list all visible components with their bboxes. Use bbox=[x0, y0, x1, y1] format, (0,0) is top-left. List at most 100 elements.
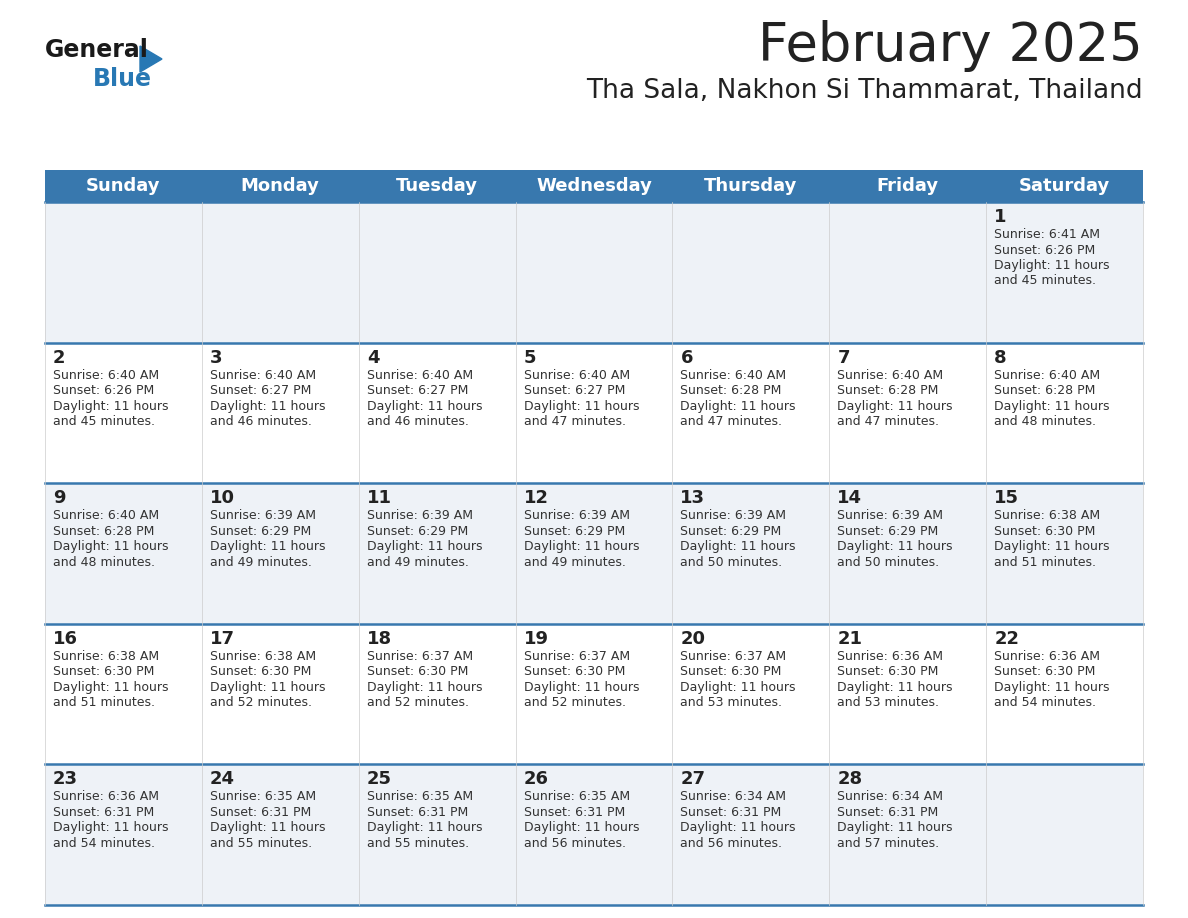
Text: Daylight: 11 hours: Daylight: 11 hours bbox=[681, 822, 796, 834]
Text: Sunset: 6:31 PM: Sunset: 6:31 PM bbox=[524, 806, 625, 819]
Text: and 49 minutes.: and 49 minutes. bbox=[210, 555, 311, 568]
Text: and 48 minutes.: and 48 minutes. bbox=[994, 415, 1097, 428]
Text: Sunrise: 6:38 AM: Sunrise: 6:38 AM bbox=[53, 650, 159, 663]
Text: Sunset: 6:29 PM: Sunset: 6:29 PM bbox=[367, 525, 468, 538]
Text: Sunset: 6:28 PM: Sunset: 6:28 PM bbox=[53, 525, 154, 538]
Bar bbox=[202, 170, 359, 202]
Text: Sunset: 6:31 PM: Sunset: 6:31 PM bbox=[838, 806, 939, 819]
Text: Sunrise: 6:40 AM: Sunrise: 6:40 AM bbox=[367, 369, 473, 382]
Bar bbox=[986, 170, 1143, 202]
Text: Sunset: 6:31 PM: Sunset: 6:31 PM bbox=[210, 806, 311, 819]
Text: Sunset: 6:30 PM: Sunset: 6:30 PM bbox=[994, 666, 1095, 678]
Text: Sunrise: 6:35 AM: Sunrise: 6:35 AM bbox=[210, 790, 316, 803]
Text: Daylight: 11 hours: Daylight: 11 hours bbox=[838, 399, 953, 412]
Text: Daylight: 11 hours: Daylight: 11 hours bbox=[53, 681, 169, 694]
Text: Sunrise: 6:39 AM: Sunrise: 6:39 AM bbox=[524, 509, 630, 522]
Text: 15: 15 bbox=[994, 489, 1019, 508]
Text: Daylight: 11 hours: Daylight: 11 hours bbox=[994, 681, 1110, 694]
Text: 24: 24 bbox=[210, 770, 235, 789]
Text: General: General bbox=[45, 38, 148, 62]
Text: Sunrise: 6:37 AM: Sunrise: 6:37 AM bbox=[367, 650, 473, 663]
Text: Thursday: Thursday bbox=[704, 177, 797, 195]
Text: Daylight: 11 hours: Daylight: 11 hours bbox=[367, 540, 482, 554]
Text: 25: 25 bbox=[367, 770, 392, 789]
Text: Sunset: 6:31 PM: Sunset: 6:31 PM bbox=[681, 806, 782, 819]
Text: Daylight: 11 hours: Daylight: 11 hours bbox=[210, 822, 326, 834]
Text: and 54 minutes.: and 54 minutes. bbox=[53, 837, 154, 850]
Text: Wednesday: Wednesday bbox=[536, 177, 652, 195]
Text: and 52 minutes.: and 52 minutes. bbox=[524, 696, 626, 710]
Bar bbox=[829, 170, 986, 202]
Text: Sunrise: 6:40 AM: Sunrise: 6:40 AM bbox=[53, 369, 159, 382]
Text: Daylight: 11 hours: Daylight: 11 hours bbox=[524, 399, 639, 412]
Text: Sunset: 6:27 PM: Sunset: 6:27 PM bbox=[367, 384, 468, 397]
Text: Daylight: 11 hours: Daylight: 11 hours bbox=[210, 399, 326, 412]
Text: and 53 minutes.: and 53 minutes. bbox=[681, 696, 783, 710]
Text: February 2025: February 2025 bbox=[758, 20, 1143, 72]
Text: Sunset: 6:30 PM: Sunset: 6:30 PM bbox=[838, 666, 939, 678]
Text: Sunrise: 6:40 AM: Sunrise: 6:40 AM bbox=[838, 369, 943, 382]
Text: 9: 9 bbox=[53, 489, 65, 508]
Text: Sunset: 6:30 PM: Sunset: 6:30 PM bbox=[994, 525, 1095, 538]
Text: Sunset: 6:30 PM: Sunset: 6:30 PM bbox=[681, 666, 782, 678]
Text: Sunset: 6:28 PM: Sunset: 6:28 PM bbox=[681, 384, 782, 397]
Text: 11: 11 bbox=[367, 489, 392, 508]
Text: Daylight: 11 hours: Daylight: 11 hours bbox=[524, 540, 639, 554]
Text: Daylight: 11 hours: Daylight: 11 hours bbox=[53, 399, 169, 412]
Text: 14: 14 bbox=[838, 489, 862, 508]
Text: Sunrise: 6:40 AM: Sunrise: 6:40 AM bbox=[210, 369, 316, 382]
Text: Daylight: 11 hours: Daylight: 11 hours bbox=[53, 822, 169, 834]
Text: Daylight: 11 hours: Daylight: 11 hours bbox=[210, 540, 326, 554]
Text: Daylight: 11 hours: Daylight: 11 hours bbox=[838, 540, 953, 554]
Text: Monday: Monday bbox=[241, 177, 320, 195]
Text: Sunday: Sunday bbox=[87, 177, 160, 195]
Text: Sunrise: 6:40 AM: Sunrise: 6:40 AM bbox=[53, 509, 159, 522]
Text: Sunrise: 6:34 AM: Sunrise: 6:34 AM bbox=[681, 790, 786, 803]
Text: Daylight: 11 hours: Daylight: 11 hours bbox=[367, 681, 482, 694]
Text: 19: 19 bbox=[524, 630, 549, 648]
Text: Sunset: 6:30 PM: Sunset: 6:30 PM bbox=[367, 666, 468, 678]
Text: Blue: Blue bbox=[93, 67, 152, 91]
Text: 3: 3 bbox=[210, 349, 222, 366]
Text: and 45 minutes.: and 45 minutes. bbox=[53, 415, 154, 428]
Text: Daylight: 11 hours: Daylight: 11 hours bbox=[524, 681, 639, 694]
Text: Sunrise: 6:40 AM: Sunrise: 6:40 AM bbox=[524, 369, 630, 382]
Text: and 47 minutes.: and 47 minutes. bbox=[838, 415, 940, 428]
Text: Sunset: 6:30 PM: Sunset: 6:30 PM bbox=[210, 666, 311, 678]
Text: and 56 minutes.: and 56 minutes. bbox=[524, 837, 626, 850]
Text: Sunset: 6:29 PM: Sunset: 6:29 PM bbox=[210, 525, 311, 538]
Text: Sunrise: 6:36 AM: Sunrise: 6:36 AM bbox=[838, 650, 943, 663]
Text: and 45 minutes.: and 45 minutes. bbox=[994, 274, 1097, 287]
Text: Sunrise: 6:40 AM: Sunrise: 6:40 AM bbox=[994, 369, 1100, 382]
Text: and 51 minutes.: and 51 minutes. bbox=[53, 696, 154, 710]
Text: 16: 16 bbox=[53, 630, 78, 648]
Text: Sunset: 6:26 PM: Sunset: 6:26 PM bbox=[994, 243, 1095, 256]
Text: Sunset: 6:27 PM: Sunset: 6:27 PM bbox=[210, 384, 311, 397]
Text: 12: 12 bbox=[524, 489, 549, 508]
Text: Sunrise: 6:36 AM: Sunrise: 6:36 AM bbox=[994, 650, 1100, 663]
Text: Daylight: 11 hours: Daylight: 11 hours bbox=[210, 681, 326, 694]
Text: Sunset: 6:29 PM: Sunset: 6:29 PM bbox=[524, 525, 625, 538]
Text: Sunrise: 6:39 AM: Sunrise: 6:39 AM bbox=[367, 509, 473, 522]
Bar bbox=[672, 170, 829, 202]
Bar bbox=[45, 342, 1143, 483]
Text: Daylight: 11 hours: Daylight: 11 hours bbox=[838, 681, 953, 694]
Text: 13: 13 bbox=[681, 489, 706, 508]
Text: 27: 27 bbox=[681, 770, 706, 789]
Text: Sunset: 6:28 PM: Sunset: 6:28 PM bbox=[838, 384, 939, 397]
Text: and 52 minutes.: and 52 minutes. bbox=[367, 696, 469, 710]
Text: Daylight: 11 hours: Daylight: 11 hours bbox=[681, 681, 796, 694]
Text: 2: 2 bbox=[53, 349, 65, 366]
Bar bbox=[516, 170, 672, 202]
Text: Sunrise: 6:38 AM: Sunrise: 6:38 AM bbox=[994, 509, 1100, 522]
Text: Daylight: 11 hours: Daylight: 11 hours bbox=[994, 399, 1110, 412]
Bar bbox=[45, 202, 1143, 342]
Text: and 57 minutes.: and 57 minutes. bbox=[838, 837, 940, 850]
Bar bbox=[45, 624, 1143, 765]
Text: Tha Sala, Nakhon Si Thammarat, Thailand: Tha Sala, Nakhon Si Thammarat, Thailand bbox=[587, 78, 1143, 104]
Bar bbox=[359, 170, 516, 202]
Text: 7: 7 bbox=[838, 349, 849, 366]
Text: 18: 18 bbox=[367, 630, 392, 648]
Text: and 54 minutes.: and 54 minutes. bbox=[994, 696, 1097, 710]
Text: and 51 minutes.: and 51 minutes. bbox=[994, 555, 1097, 568]
